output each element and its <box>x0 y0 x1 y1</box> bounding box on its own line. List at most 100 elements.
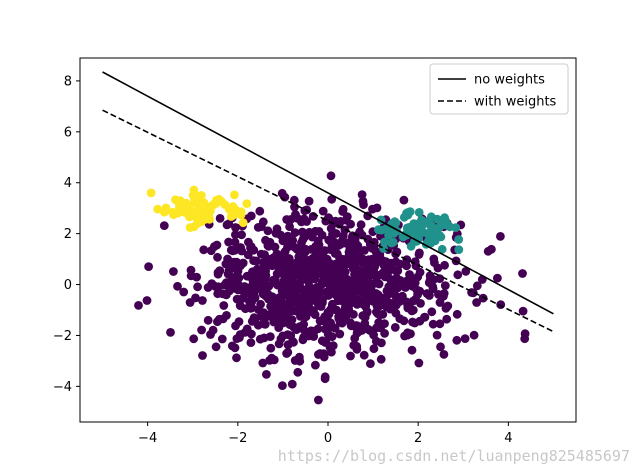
scatter-point <box>255 206 265 216</box>
scatter-point <box>435 274 445 283</box>
scatter-point <box>246 211 256 221</box>
scatter-point <box>461 267 471 276</box>
scatter-point <box>414 358 424 368</box>
scatter-point <box>359 200 368 210</box>
scatter-point <box>240 282 249 291</box>
scatter-point <box>256 249 266 259</box>
scatter-point <box>230 190 239 200</box>
scatter-point <box>478 293 488 303</box>
scatter-point <box>472 281 482 291</box>
scatter-point <box>144 262 154 271</box>
scatter-point <box>399 316 409 326</box>
scatter-point <box>208 325 218 335</box>
scatter-point <box>311 258 321 268</box>
scatter-point <box>283 330 293 339</box>
scatter-point <box>440 213 449 223</box>
scatter-point <box>305 256 314 265</box>
scatter-point <box>213 252 222 262</box>
scatter-point <box>349 310 358 319</box>
scatter-point <box>307 284 317 294</box>
scatter-point <box>291 210 300 219</box>
scatter-point <box>198 351 207 360</box>
scatter-point <box>380 237 389 247</box>
scatter-point <box>496 232 505 241</box>
scatter-point <box>326 171 336 181</box>
x-tick-label: 4 <box>504 431 512 446</box>
scatter-point <box>369 330 378 340</box>
scatter-point <box>389 221 399 231</box>
scatter-point <box>336 239 345 249</box>
scatter-point <box>278 381 287 390</box>
scatter-point <box>338 204 348 214</box>
scatter-points <box>134 171 530 405</box>
scatter-point <box>292 325 301 335</box>
scatter-point <box>460 334 470 343</box>
scatter-point <box>274 323 284 332</box>
scatter-point <box>215 214 225 223</box>
y-tick-label: 6 <box>64 125 72 140</box>
scatter-point <box>351 239 361 249</box>
scatter-point <box>234 273 244 283</box>
scatter-point <box>233 266 243 276</box>
scatter-point <box>314 227 324 236</box>
y-tick-label: −4 <box>53 380 72 395</box>
scatter-point <box>441 303 451 313</box>
scatter-point <box>287 296 297 305</box>
scatter-point <box>273 280 282 290</box>
scatter-point <box>210 242 219 251</box>
scatter-point <box>344 238 354 247</box>
scatter-point <box>267 261 277 271</box>
scatter-point <box>329 283 339 292</box>
scatter-point <box>235 301 245 310</box>
scatter-point <box>414 250 424 259</box>
scatter-point <box>327 194 337 204</box>
scatter-point <box>334 276 343 286</box>
scatter-point <box>420 312 430 322</box>
scatter-point <box>452 309 462 319</box>
scatter-point <box>331 216 340 226</box>
line-with-weights <box>102 109 554 333</box>
scatter-point <box>346 280 355 289</box>
scatter-point <box>375 270 385 280</box>
scatter-point <box>369 237 379 247</box>
scatter-point <box>262 370 271 379</box>
scatter-point <box>153 204 163 214</box>
scatter-point <box>358 311 368 320</box>
scatter-point <box>260 319 270 329</box>
scatter-point <box>390 323 400 332</box>
scatter-point <box>366 359 375 368</box>
scatter-point <box>401 283 410 292</box>
scatter-point <box>399 195 409 205</box>
scatter-point <box>283 303 292 312</box>
watermark: https://blog.csdn.net/luanpeng825485697 <box>277 447 630 465</box>
scatter-point <box>179 287 189 297</box>
scatter-point <box>254 268 264 278</box>
scatter-point <box>276 259 285 268</box>
scatter-point <box>410 277 419 287</box>
scatter-point <box>427 221 436 231</box>
scatter-point <box>346 318 355 328</box>
scatter-point <box>348 264 358 273</box>
scatter-point <box>258 358 268 368</box>
legend-label-with-weights: with weights <box>474 95 557 110</box>
scatter-point <box>349 340 359 350</box>
scatter-point <box>424 278 434 287</box>
scatter-point <box>386 281 395 290</box>
scatter-point <box>238 293 248 303</box>
scatter-point <box>292 269 302 278</box>
scatter-point <box>304 196 314 206</box>
scatter-point <box>230 343 240 353</box>
scatter-point <box>287 379 297 389</box>
scatter-point <box>437 244 447 254</box>
scatter-point <box>318 277 327 286</box>
scatter-point <box>251 256 261 266</box>
scatter-point <box>247 329 256 339</box>
scatter-point <box>265 332 275 341</box>
scatter-point <box>295 306 305 316</box>
y-tick-label: 8 <box>64 74 72 89</box>
scatter-point <box>266 343 276 353</box>
x-tick-label: −2 <box>228 431 247 446</box>
scatter-point <box>211 342 221 352</box>
scatter-point <box>398 291 407 301</box>
